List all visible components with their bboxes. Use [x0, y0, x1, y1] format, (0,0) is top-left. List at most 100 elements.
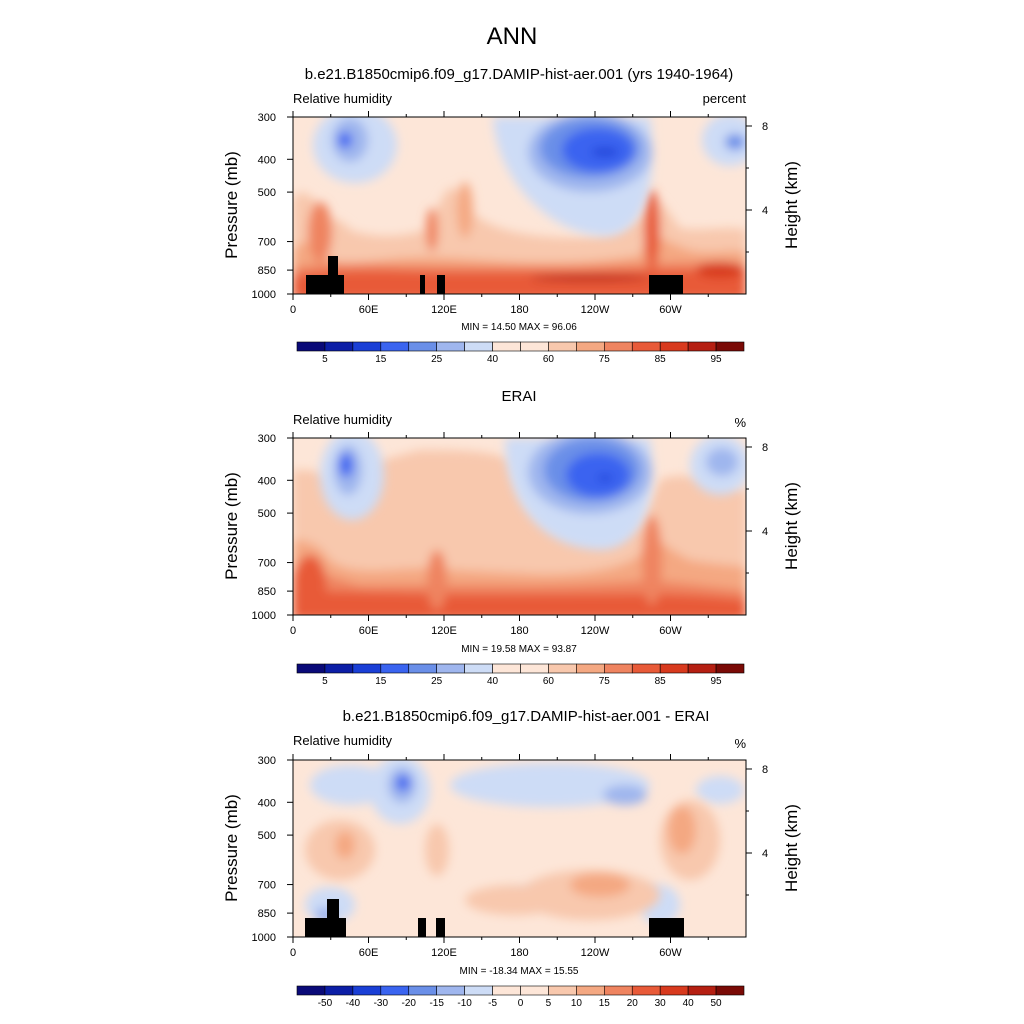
colorbar: 5 15 25 40 60 75 85 95	[296, 663, 745, 687]
colorbar-label: 75	[599, 676, 611, 687]
colorbar-box	[464, 985, 493, 996]
y-tick-label: 1000	[252, 289, 276, 301]
colorbar-box	[604, 985, 633, 996]
colorbar-box	[659, 985, 689, 996]
colorbar-box	[576, 663, 605, 674]
axis-group: 0 60E 120E 180 120W 60W 300 400 500 700 850 1000 8 4	[252, 111, 768, 316]
colorbar-box	[464, 341, 493, 352]
panel-difference: b.e21.B1850cmip6.f09_g17.DAMIP-hist-aer.…	[222, 708, 801, 977]
right-label: %	[734, 736, 746, 751]
colorbar-box	[352, 663, 382, 674]
x-tick-label: 120E	[431, 304, 457, 316]
colorbar-label: 25	[431, 676, 443, 687]
colorbar-label: -30	[374, 998, 389, 1009]
x-tick-label: 0	[290, 625, 296, 637]
y-tick-label: 500	[258, 508, 276, 520]
colorbar-label: 5	[546, 998, 552, 1009]
y-tick-label: 400	[258, 475, 276, 487]
colorbar-box	[324, 341, 354, 352]
colorbar-box	[715, 663, 745, 674]
colorbar-box	[687, 341, 717, 352]
colorbar-box	[631, 341, 661, 352]
colorbar-box	[548, 985, 577, 996]
left-label: Relative humidity	[293, 91, 392, 106]
x-tick-label: 180	[510, 625, 528, 637]
colorbar-box	[352, 341, 382, 352]
colorbar-label: 95	[711, 354, 723, 365]
colorbar-box	[715, 341, 745, 352]
colorbar-box	[492, 341, 521, 352]
colorbar-label: 40	[487, 354, 499, 365]
x-tick-label: 60E	[359, 947, 379, 959]
y2-tick-label: 8	[762, 121, 768, 133]
x-tick-label: 120W	[581, 625, 610, 637]
stats-text: MIN = 14.50 MAX = 96.06	[461, 322, 577, 333]
contour-field	[293, 117, 746, 294]
panel-title: b.e21.B1850cmip6.f09_g17.DAMIP-hist-aer.…	[343, 708, 710, 725]
y-tick-label: 700	[258, 237, 276, 249]
colorbar-label: 40	[683, 998, 695, 1009]
colorbar-box	[408, 985, 437, 996]
colorbar-label: 60	[543, 354, 555, 365]
colorbar-box	[492, 985, 521, 996]
colorbar-label: 85	[655, 676, 667, 687]
panel-title: b.e21.B1850cmip6.f09_g17.DAMIP-hist-aer.…	[305, 66, 734, 83]
colorbar-box	[436, 341, 465, 352]
x-tick-label: 60E	[359, 304, 379, 316]
colorbar-box	[380, 985, 410, 996]
stats-text: MIN = 19.58 MAX = 93.87	[461, 644, 577, 655]
colorbars: 5 15 25 40 60 75 85 955 15 25 40 60 75 85 95-50 -40 -30-…	[296, 341, 745, 1009]
colorbar-label: 75	[599, 354, 611, 365]
x-tick-label: 120E	[431, 625, 457, 637]
colorbar-box	[604, 663, 633, 674]
colorbar-label: 85	[655, 354, 667, 365]
x-tick-label: 0	[290, 304, 296, 316]
panel-model: b.e21.B1850cmip6.f09_g17.DAMIP-hist-aer.…	[222, 66, 801, 333]
colorbar-box	[408, 341, 437, 352]
colorbar-label: 20	[627, 998, 639, 1009]
y-tick-label: 850	[258, 265, 276, 277]
colorbar-label: 50	[711, 998, 723, 1009]
y2-tick-label: 4	[762, 205, 768, 217]
colorbar-label: -20	[402, 998, 417, 1009]
panel-erai: ERAI Relative humidity %	[222, 388, 801, 655]
colorbar-box	[520, 341, 549, 352]
colorbar-label: 5	[322, 676, 328, 687]
colorbar-box	[520, 985, 549, 996]
y-tick-label: 850	[258, 908, 276, 920]
colorbar-label: 15	[599, 998, 611, 1009]
colorbar-label: 15	[375, 676, 387, 687]
stats-text: MIN = -18.34 MAX = 15.55	[460, 966, 579, 977]
x-tick-label: 120W	[581, 304, 610, 316]
colorbar-label: 25	[431, 354, 443, 365]
colorbar-label: -50	[318, 998, 333, 1009]
y-axis-label: Pressure (mb)	[222, 151, 241, 259]
colorbar-label: -15	[429, 998, 444, 1009]
y-tick-label: 300	[258, 112, 276, 124]
y-tick-label: 300	[258, 433, 276, 445]
colorbar-box	[520, 663, 549, 674]
y-tick-label: 1000	[252, 932, 276, 944]
contour-field	[293, 760, 746, 937]
x-tick-label: 180	[510, 304, 528, 316]
y-tick-label: 500	[258, 187, 276, 199]
y-axis-label: Pressure (mb)	[222, 472, 241, 580]
colorbar-box	[576, 985, 605, 996]
colorbar-box	[604, 341, 633, 352]
colorbar: 5 15 25 40 60 75 85 95	[296, 341, 745, 365]
colorbar-box	[715, 985, 745, 996]
left-label: Relative humidity	[293, 733, 392, 748]
right-label: percent	[703, 91, 747, 106]
x-tick-label: 60W	[659, 947, 682, 959]
colorbar-label: 10	[571, 998, 583, 1009]
colorbar-label: -5	[488, 998, 497, 1009]
colorbar-box	[408, 663, 437, 674]
y2-tick-label: 8	[762, 442, 768, 454]
left-label: Relative humidity	[293, 412, 392, 427]
colorbar-box	[492, 663, 521, 674]
colorbar-box	[631, 985, 661, 996]
colorbar-label: 5	[322, 354, 328, 365]
right-label: %	[734, 415, 746, 430]
x-tick-label: 60E	[359, 625, 379, 637]
